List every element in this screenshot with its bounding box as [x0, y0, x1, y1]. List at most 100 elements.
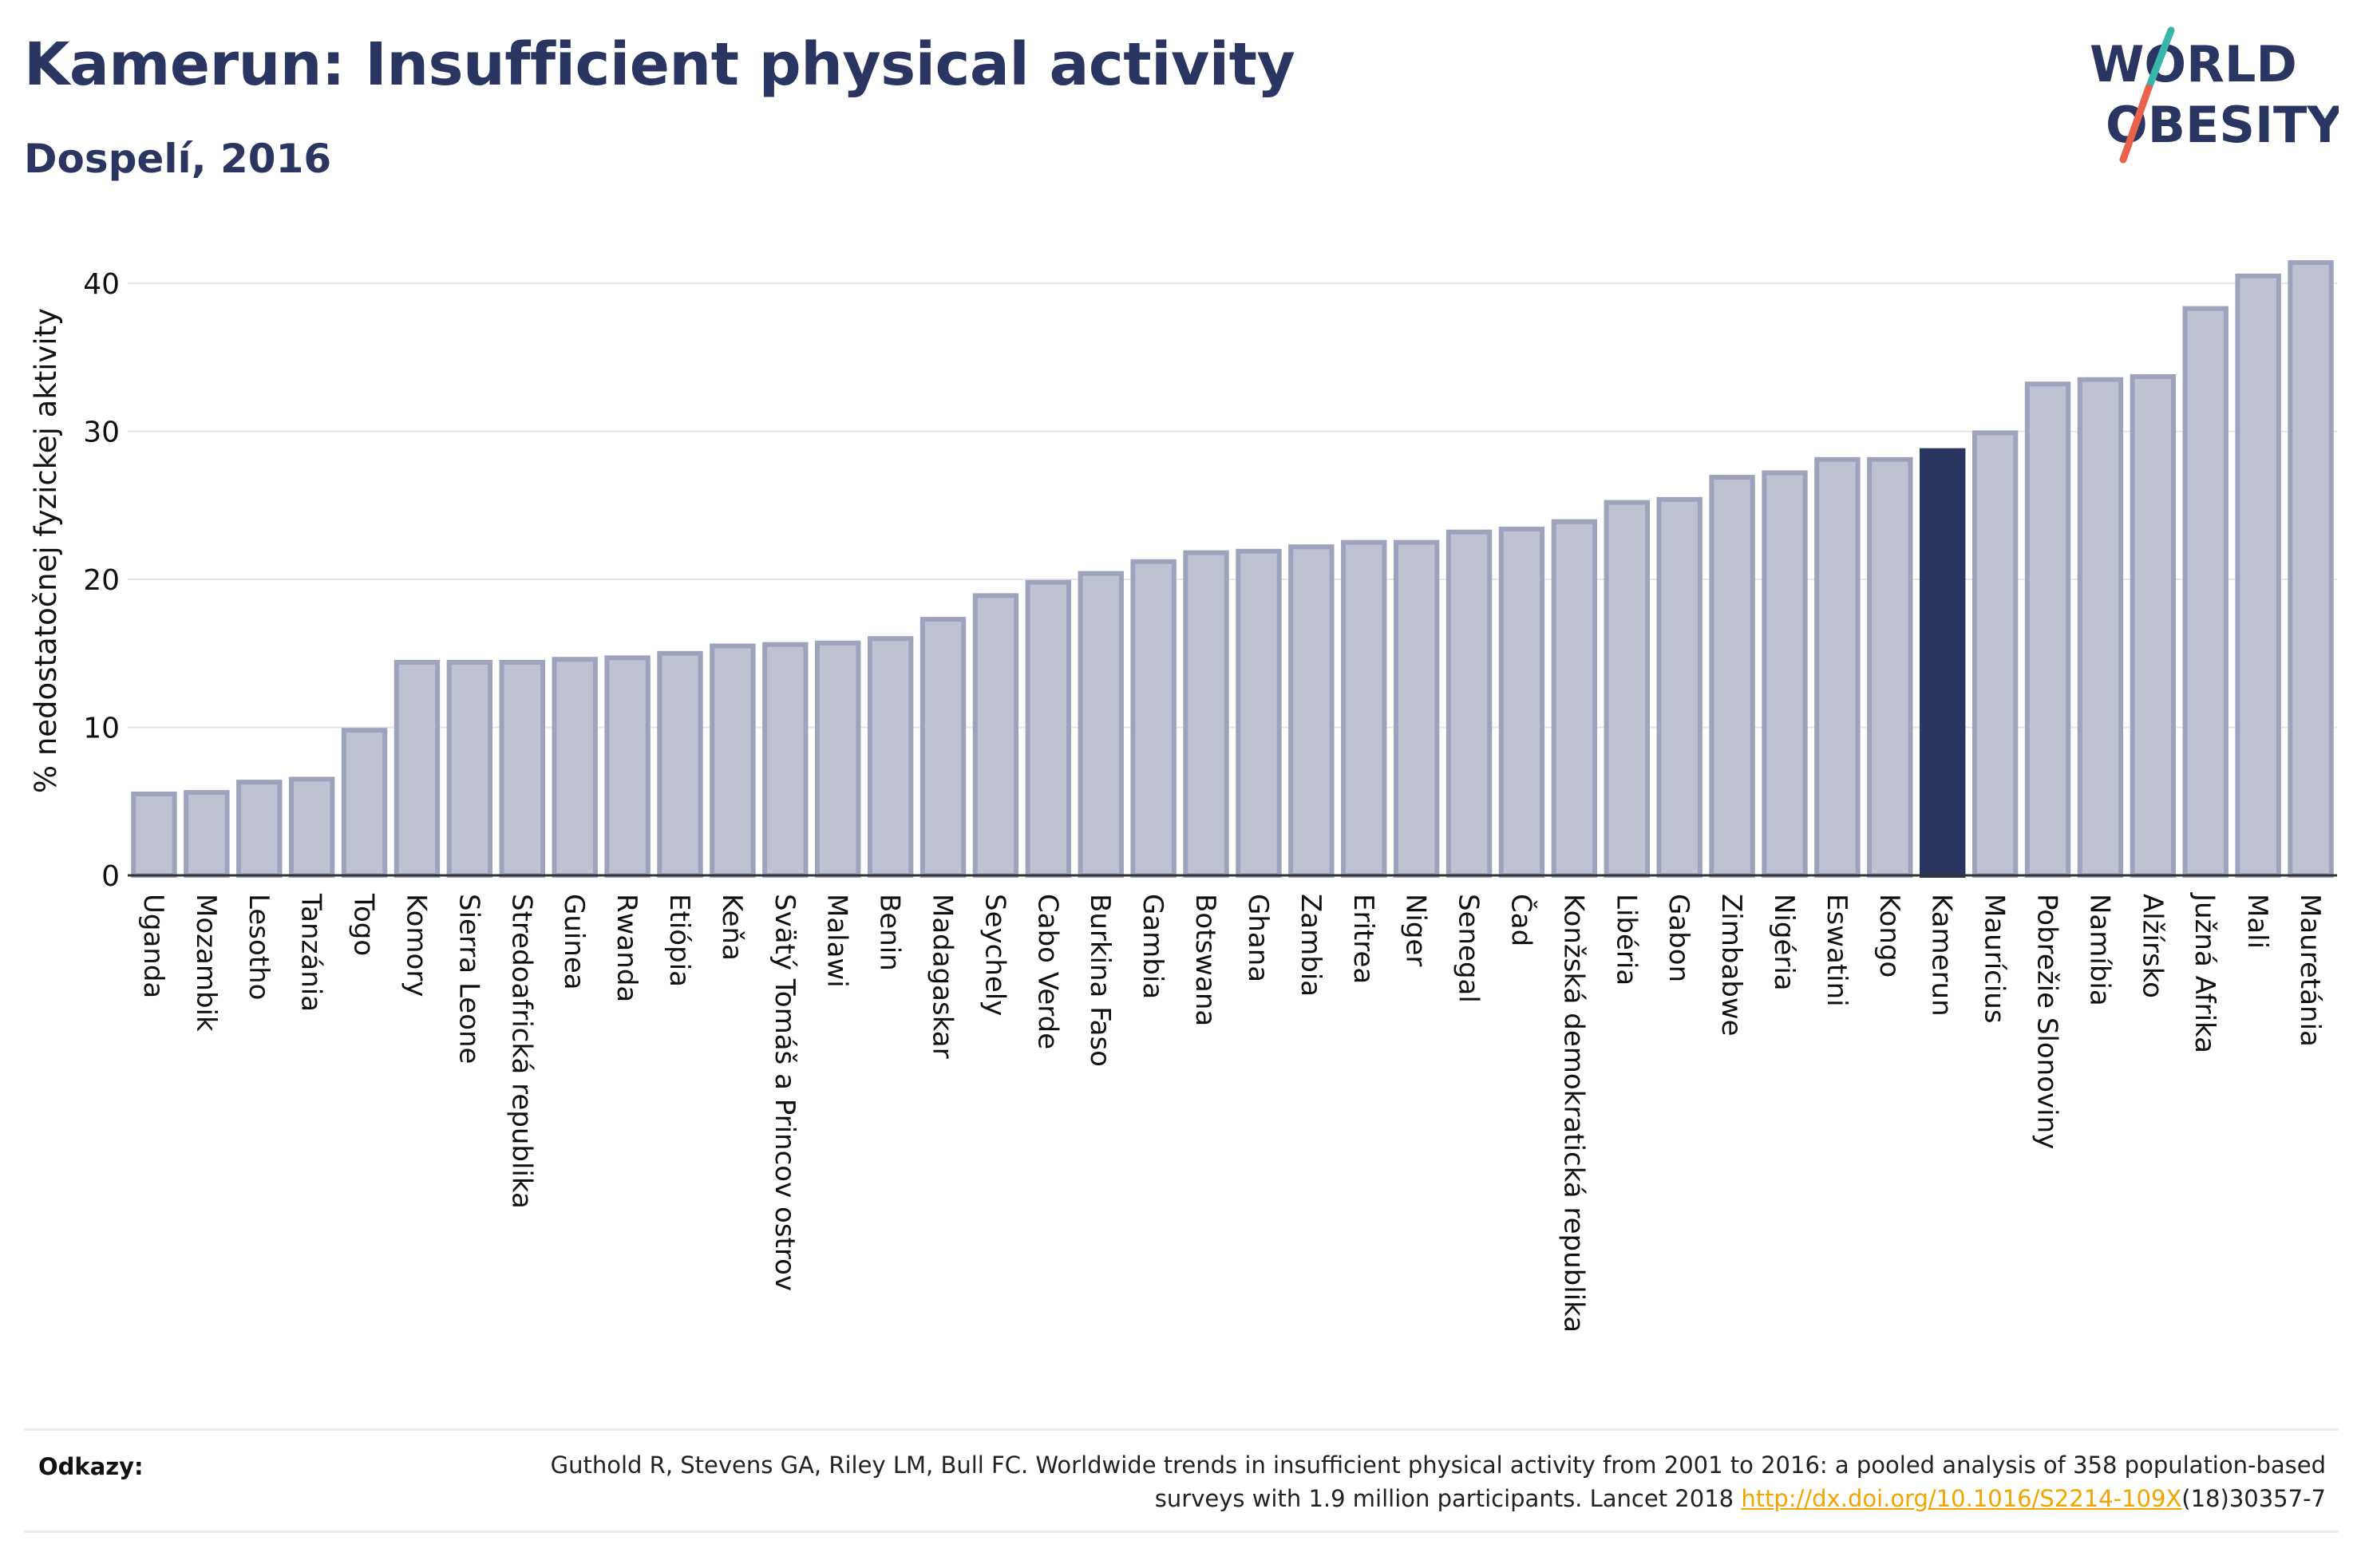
x-tick-label: Malawi	[821, 894, 853, 988]
bar-Ghana	[1236, 548, 1282, 878]
reference-citation: Guthold R, Stevens GA, Riley LM, Bull FC…	[550, 1451, 2326, 1512]
logo-word-world: WORLD	[2090, 35, 2297, 93]
bar-Mali	[2235, 273, 2281, 879]
x-tick-label: Kamerun	[1926, 894, 1958, 1017]
bar-Alžírsko	[2130, 373, 2177, 878]
x-tick-label: Keňa	[716, 894, 748, 961]
y-tick-label: 0	[101, 860, 120, 893]
bar-Lesotho	[236, 780, 283, 879]
gridlines	[128, 282, 2337, 729]
bar-Gambia	[1130, 559, 1177, 878]
bar-Južná Afrika	[2182, 306, 2229, 878]
x-tick-label: Južná Afrika	[2189, 892, 2221, 1053]
x-tick-label: Senegal	[1453, 894, 1485, 1003]
x-tick-label: Pobrežie Slonoviny	[2031, 894, 2063, 1149]
y-tick-label: 40	[83, 268, 120, 301]
y-tick-label: 10	[83, 713, 120, 745]
x-tick-label: Mauretánia	[2294, 894, 2326, 1047]
x-tick-label: Alžírsko	[2136, 894, 2168, 998]
reference-citation-suffix: (18)30357-7	[2181, 1485, 2326, 1512]
x-tick-label: Togo	[348, 893, 380, 956]
x-tick-label: Konžská demokratická republika	[1557, 894, 1589, 1333]
bar-Cabo Verde	[1025, 579, 1072, 878]
x-tick-label: Zimbabwe	[1715, 894, 1747, 1037]
x-tick-label: Eswatini	[1821, 894, 1853, 1007]
bar-Kongo	[1867, 456, 1913, 878]
bar-Tanzánia	[288, 776, 335, 879]
x-tick-label: Stredoafrická republika	[505, 894, 537, 1209]
bar-Gabon	[1656, 496, 1703, 879]
x-tick-label: Gabon	[1663, 894, 1695, 982]
bars	[128, 260, 2337, 879]
x-tick-label: Cabo Verde	[1031, 894, 1063, 1049]
bar-Etiópia	[657, 650, 703, 878]
logo-slash-top	[2145, 26, 2175, 92]
x-tick-label: Tanzánia	[295, 893, 327, 1012]
x-tick-label: Libéria	[1610, 894, 1642, 985]
x-tick-label: Benin	[874, 894, 906, 971]
y-tick-label: 30	[83, 417, 120, 449]
bar-Guinea	[552, 657, 598, 878]
bar-Senegal	[1445, 529, 1493, 878]
x-tick-label: Svätý Tomáš a Princov ostrov	[769, 894, 801, 1291]
chart-subtitle: Dospelí, 2016	[24, 136, 332, 182]
bar-Niger	[1393, 539, 1440, 879]
bar-Namíbia	[2077, 377, 2124, 878]
x-tick-label: Burkina Faso	[1084, 894, 1116, 1067]
bar-Togo	[341, 728, 388, 878]
bar-Botswana	[1183, 550, 1229, 879]
bar-Uganda	[131, 791, 177, 878]
bar-Malawi	[815, 640, 861, 878]
bar-Konžská demokratická republika	[1551, 519, 1598, 878]
x-tick-label: Ghana	[1242, 894, 1274, 982]
x-tick-label: Mozambik	[190, 894, 222, 1032]
x-tick-label: Čad	[1505, 894, 1537, 946]
y-axis-ticks: 0 10 20 30 40	[83, 268, 120, 893]
x-tick-label: Gambia	[1137, 894, 1169, 999]
bar-Mauretánia	[2288, 260, 2334, 878]
x-tick-label: Sierra Leone	[453, 894, 484, 1064]
bar-Libéria	[1604, 500, 1650, 878]
x-tick-label: Kongo	[1873, 894, 1905, 978]
x-tick-label: Seychely	[979, 894, 1010, 1016]
x-tick-label: Namíbia	[2083, 894, 2115, 1006]
bar-Nigéria	[1762, 470, 1808, 878]
bar-Keňa	[710, 643, 756, 878]
x-tick-label: Lesotho	[243, 894, 275, 1000]
bar-Čad	[1498, 526, 1545, 878]
chart-title: Kamerun: Insufficient physical activity	[24, 30, 1295, 99]
y-tick-label: 20	[83, 564, 120, 597]
bar-Eswatini	[1814, 456, 1861, 878]
x-tick-label: Maurícius	[1979, 894, 2011, 1024]
bar-Zimbabwe	[1709, 475, 1755, 878]
bar-Pobrežie Slonoviny	[2024, 381, 2071, 878]
bar-Burkina Faso	[1078, 571, 1124, 879]
references-label: Odkazy:	[38, 1453, 144, 1480]
y-axis-title: % nedostatočnej fyzickej aktivity	[29, 308, 63, 793]
bar-Madagaskar	[919, 617, 967, 879]
bar-Eritrea	[1341, 539, 1387, 879]
bar-Mozambik	[184, 790, 230, 879]
references-section: Odkazy: Guthold R, Stevens GA, Riley LM,…	[24, 1428, 2339, 1533]
bar-chart: 0 10 20 30 40 Uganda Mozambik Lesotho Tanzánia T…	[29, 260, 2337, 1333]
x-tick-label: Niger	[1400, 894, 1432, 966]
bar-Komory	[394, 659, 441, 879]
x-tick-label: Etiópia	[663, 894, 695, 987]
logo-slash-bottom	[2119, 84, 2153, 164]
x-tick-label: Mali	[2241, 894, 2273, 949]
x-tick-label: Komory	[400, 894, 432, 997]
world-obesity-logo: WORLD OBESITY	[2090, 26, 2339, 164]
bar-Svätý Tomáš a Princov ostrov	[762, 642, 809, 879]
reference-link[interactable]: http://dx.doi.org/10.1016/S2214-109X	[1741, 1485, 2182, 1512]
bar-Rwanda	[604, 655, 651, 878]
x-axis-labels: Uganda Mozambik Lesotho Tanzánia Togo Komory S…	[137, 892, 2326, 1333]
bar-Zambia	[1288, 544, 1335, 878]
bar-Sierra Leone	[446, 659, 493, 879]
bar-Benin	[867, 636, 914, 878]
x-tick-label: Eritrea	[1347, 894, 1379, 984]
x-tick-label: Zambia	[1295, 894, 1327, 997]
x-tick-label: Madagaskar	[927, 894, 959, 1059]
bar-Maurícius	[1971, 430, 2019, 878]
bar-Kamerun	[1920, 448, 1966, 878]
x-tick-label: Guinea	[558, 894, 590, 990]
